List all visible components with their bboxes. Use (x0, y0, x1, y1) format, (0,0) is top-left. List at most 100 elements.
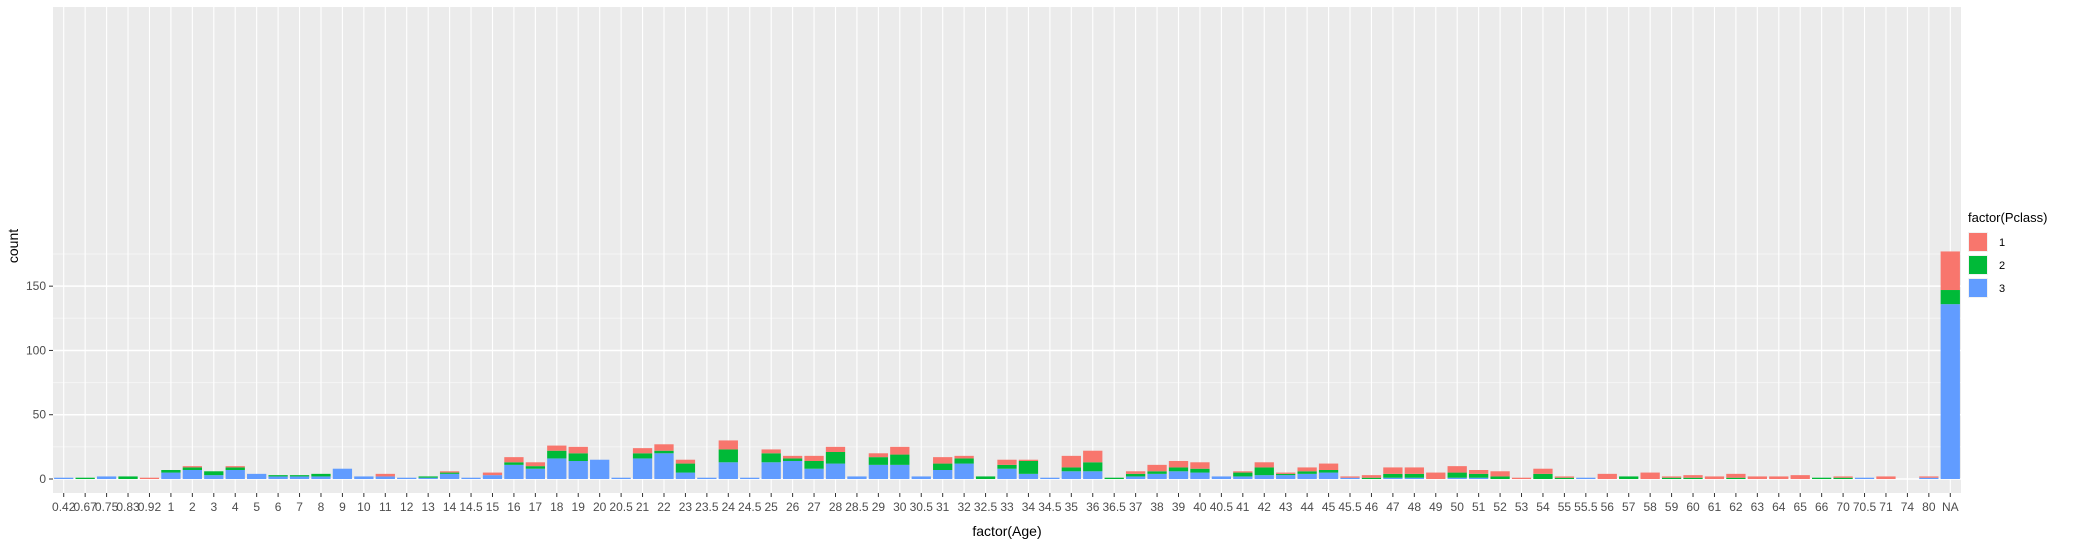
bar-segment-pclass-3 (1854, 477, 1875, 479)
x-tick-label: 7 (296, 500, 303, 514)
bar-segment-pclass-3 (1404, 477, 1424, 479)
bar-segment-pclass-3 (890, 464, 910, 479)
x-tick-label: 40 (1193, 500, 1207, 514)
bar-segment-pclass-2 (782, 458, 803, 462)
x-tick-label: 39 (1172, 500, 1186, 514)
bar-segment-pclass-1 (225, 466, 245, 468)
bar-segment-pclass-2 (1276, 473, 1296, 476)
x-tick-label: 20 (593, 500, 607, 514)
x-tick-label: 18 (550, 500, 564, 514)
x-tick-label: 34 (1022, 500, 1036, 514)
bar-segment-pclass-3 (182, 470, 202, 479)
bar-segment-pclass-1 (1404, 467, 1424, 474)
legend-label-pclass-2: 2 (1999, 260, 2005, 272)
bar-segment-pclass-1 (1340, 476, 1360, 478)
legend-label-pclass-3: 3 (1999, 283, 2005, 295)
bar-segment-pclass-3 (375, 476, 395, 479)
x-tick-label: 19 (572, 500, 586, 514)
x-tick-label: 70.5 (1853, 500, 1877, 514)
bar-segment-pclass-1 (1254, 462, 1274, 468)
x-tick-label: 11 (379, 500, 392, 514)
bar-segment-pclass-3 (1040, 477, 1060, 479)
x-tick-label: 66 (1815, 500, 1829, 514)
bar-segment-pclass-3 (868, 464, 889, 479)
bar-segment-pclass-3 (718, 462, 738, 479)
x-tick-label: 3 (210, 500, 217, 514)
x-tick-label: 38 (1150, 500, 1164, 514)
bar-segment-pclass-2 (1468, 473, 1489, 478)
bar-segment-pclass-3 (225, 470, 245, 479)
bar-segment-pclass-1 (1361, 475, 1382, 478)
bar-segment-pclass-3 (397, 477, 417, 479)
x-tick-label: 0.92 (138, 500, 162, 514)
x-tick-label: 31 (936, 500, 950, 514)
bar-segment-pclass-3 (439, 473, 460, 479)
bar-segment-pclass-3 (1468, 477, 1489, 479)
bar-segment-pclass-3 (1576, 477, 1596, 479)
bar-segment-pclass-3 (954, 463, 974, 479)
bar-segment-pclass-3 (825, 463, 846, 479)
bar-segment-pclass-3 (1147, 473, 1167, 479)
bar-segment-pclass-3 (1190, 472, 1210, 479)
x-tick-label: 30.5 (910, 500, 934, 514)
x-tick-label: 80 (1922, 500, 1936, 514)
bar-segment-pclass-1 (504, 457, 524, 463)
x-tick-label: 52 (1493, 500, 1507, 514)
x-tick-label: 63 (1751, 500, 1765, 514)
bar-segment-pclass-2 (1533, 473, 1553, 479)
bar-segment-pclass-2 (118, 476, 138, 479)
bar-segment-pclass-3 (740, 477, 760, 479)
bar-segment-pclass-1 (890, 446, 910, 455)
bar-segment-pclass-3 (804, 468, 824, 479)
bar-segment-pclass-1 (1018, 459, 1039, 462)
bars (54, 251, 1960, 479)
x-tick-label: 30 (893, 500, 907, 514)
legend-title: factor(Pclass) (1968, 210, 2047, 225)
bar-segment-pclass-2 (75, 477, 95, 479)
bar-segment-pclass-1 (482, 472, 503, 476)
y-tick-label: 50 (33, 408, 47, 422)
bar-segment-pclass-2 (547, 450, 567, 459)
x-tick-label: 44 (1300, 500, 1314, 514)
bar-segment-pclass-2 (1125, 473, 1146, 477)
bar-segment-pclass-3 (482, 475, 503, 479)
bar-segment-pclass-3 (590, 459, 610, 479)
bar-segment-pclass-2 (1833, 477, 1853, 479)
x-tick-label: 20.5 (609, 500, 633, 514)
x-tick-label: 16 (507, 500, 521, 514)
x-tick-label: 17 (529, 500, 543, 514)
bar-segment-pclass-1 (1426, 472, 1446, 479)
bar-segment-pclass-1 (547, 445, 567, 451)
x-tick-label: 33 (1000, 500, 1014, 514)
x-tick-label: 9 (339, 500, 346, 514)
bar-segment-pclass-3 (1018, 473, 1039, 479)
bar-segment-pclass-3 (311, 476, 331, 479)
x-tick-label: 8 (318, 500, 325, 514)
bar-segment-pclass-3 (289, 476, 310, 479)
x-tick-label: 32.5 (974, 500, 998, 514)
x-tick-label: 34.5 (1038, 500, 1062, 514)
bar-segment-pclass-3 (354, 476, 374, 479)
bar-segment-pclass-1 (1447, 466, 1467, 473)
bar-segment-pclass-2 (1940, 290, 1960, 305)
x-tick-label: 1 (168, 500, 175, 514)
x-tick-label: 23.5 (695, 500, 719, 514)
bar-segment-pclass-2 (868, 457, 889, 465)
bar-segment-pclass-3 (268, 476, 288, 479)
x-tick-label: 46 (1365, 500, 1379, 514)
bar-segment-pclass-3 (525, 468, 546, 479)
x-tick-label: 22 (657, 500, 671, 514)
bar-segment-pclass-3 (54, 477, 74, 479)
bar-segment-pclass-3 (1233, 476, 1253, 479)
x-tick-label: 6 (275, 500, 282, 514)
bar-segment-pclass-3 (247, 473, 267, 479)
bar-segment-pclass-2 (1490, 476, 1510, 479)
x-tick-label: 47 (1386, 500, 1400, 514)
bar-segment-pclass-3 (1447, 477, 1467, 479)
bar-segment-pclass-3 (1125, 476, 1146, 479)
bar-segment-pclass-3 (96, 476, 117, 479)
bar-segment-pclass-1 (1190, 462, 1210, 469)
bar-segment-pclass-3 (847, 476, 867, 479)
x-tick-label: 40.5 (1210, 500, 1234, 514)
